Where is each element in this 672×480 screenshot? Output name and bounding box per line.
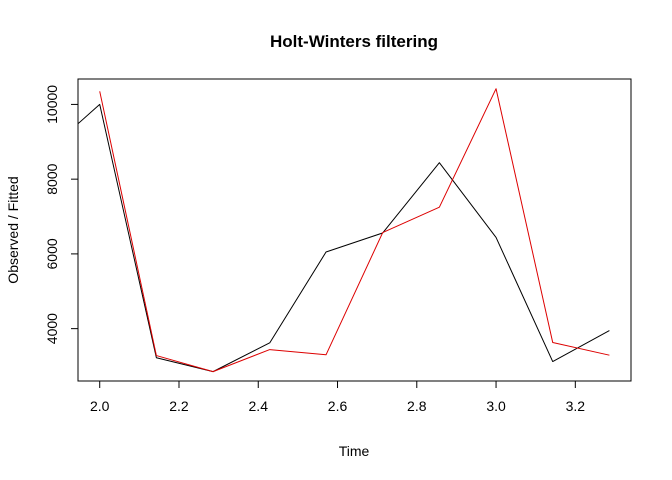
series-layer: [78, 88, 610, 373]
x-tick-label: 2.6: [328, 398, 348, 414]
y-tick-label: 10000: [44, 85, 60, 124]
x-axis-label: Time: [339, 443, 370, 459]
x-tick-label: 2.0: [90, 398, 110, 414]
x-tick-label: 2.8: [407, 398, 427, 414]
y-tick-label: 4000: [44, 313, 60, 344]
series-line-2: [99, 88, 610, 373]
y-tick-label: 8000: [44, 163, 60, 194]
y-axis: 4000 6000 8000 10000: [44, 85, 79, 344]
x-axis: 2.0 2.2 2.4 2.6 2.8 3.0 3.2: [90, 380, 586, 414]
chart-title: Holt-Winters filtering: [270, 32, 438, 51]
x-tick-label: 3.2: [566, 398, 586, 414]
y-axis-label: Observed / Fitted: [5, 176, 21, 283]
series-line-1: [78, 103, 610, 373]
y-tick-label: 6000: [44, 238, 60, 269]
x-tick-label: 2.4: [249, 398, 269, 414]
x-tick-label: 2.2: [169, 398, 189, 414]
plot-frame: [77, 78, 632, 382]
x-tick-label: 3.0: [486, 398, 506, 414]
